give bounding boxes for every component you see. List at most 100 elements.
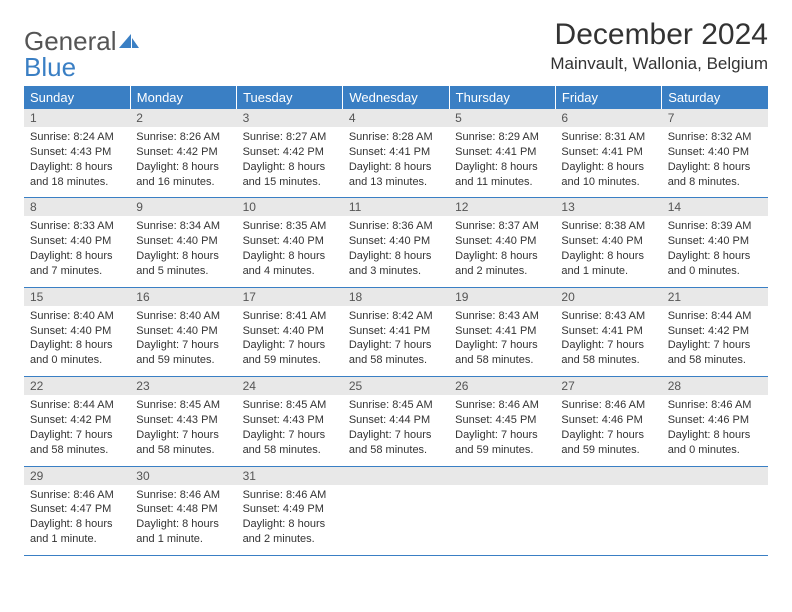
sunrise-line: Sunrise: 8:46 AM: [136, 488, 230, 503]
weekday-header: Wednesday: [343, 86, 449, 109]
daylight-line: Daylight: 7 hours and 59 minutes.: [561, 428, 655, 458]
calendar-cell: 14Sunrise: 8:39 AMSunset: 4:40 PMDayligh…: [662, 198, 768, 287]
sunset-line: Sunset: 4:42 PM: [668, 324, 762, 339]
daylight-line: Daylight: 8 hours and 1 minute.: [561, 249, 655, 279]
calendar-cell: 7 Sunrise: 8:32 AMSunset: 4:40 PMDaylight…: [662, 109, 768, 198]
daylight-line: Daylight: 8 hours and 0 minutes.: [668, 249, 762, 279]
calendar-cell: 11Sunrise: 8:36 AMSunset: 4:40 PMDayligh…: [343, 198, 449, 287]
daylight-line: Daylight: 7 hours and 58 minutes.: [136, 428, 230, 458]
sunset-line: Sunset: 4:40 PM: [349, 234, 443, 249]
calendar-body: 1Sunrise: 8:24 AMSunset: 4:43 PMDaylight…: [24, 109, 768, 555]
calendar-header-row: SundayMondayTuesdayWednesdayThursdayFrid…: [24, 86, 768, 109]
day-number: 27: [555, 377, 661, 395]
day-number: 22: [24, 377, 130, 395]
day-number-empty: [555, 467, 661, 485]
day-details: Sunrise: 8:40 AMSunset: 4:40 PMDaylight:…: [24, 306, 130, 376]
weekday-header: Thursday: [449, 86, 555, 109]
calendar-cell: 17Sunrise: 8:41 AMSunset: 4:40 PMDayligh…: [237, 287, 343, 376]
daylight-line: Daylight: 8 hours and 16 minutes.: [136, 160, 230, 190]
calendar-cell: 31Sunrise: 8:46 AMSunset: 4:49 PMDayligh…: [237, 466, 343, 555]
day-number: 20: [555, 288, 661, 306]
day-details: Sunrise: 8:31 AMSunset: 4:41 PMDaylight:…: [555, 127, 661, 197]
sunset-line: Sunset: 4:41 PM: [455, 145, 549, 160]
day-details: Sunrise: 8:42 AMSunset: 4:41 PMDaylight:…: [343, 306, 449, 376]
calendar-cell: 15Sunrise: 8:40 AMSunset: 4:40 PMDayligh…: [24, 287, 130, 376]
calendar-cell: 24Sunrise: 8:45 AMSunset: 4:43 PMDayligh…: [237, 377, 343, 466]
sunrise-line: Sunrise: 8:36 AM: [349, 219, 443, 234]
sunrise-line: Sunrise: 8:43 AM: [455, 309, 549, 324]
day-details-empty: [343, 485, 449, 541]
header: General Blue December 2024 Mainvault, Wa…: [24, 18, 768, 80]
logo-sail-icon: [119, 28, 139, 54]
day-details: Sunrise: 8:43 AMSunset: 4:41 PMDaylight:…: [555, 306, 661, 376]
calendar-cell: 21Sunrise: 8:44 AMSunset: 4:42 PMDayligh…: [662, 287, 768, 376]
day-number: 14: [662, 198, 768, 216]
day-number: 21: [662, 288, 768, 306]
day-details-empty: [555, 485, 661, 541]
daylight-line: Daylight: 7 hours and 59 minutes.: [455, 428, 549, 458]
sunrise-line: Sunrise: 8:29 AM: [455, 130, 549, 145]
calendar-cell: 5Sunrise: 8:29 AMSunset: 4:41 PMDaylight…: [449, 109, 555, 198]
sunset-line: Sunset: 4:41 PM: [561, 145, 655, 160]
daylight-line: Daylight: 7 hours and 58 minutes.: [349, 338, 443, 368]
day-number: 8: [24, 198, 130, 216]
sunrise-line: Sunrise: 8:46 AM: [243, 488, 337, 503]
day-number: 13: [555, 198, 661, 216]
calendar-row: 22Sunrise: 8:44 AMSunset: 4:42 PMDayligh…: [24, 377, 768, 466]
sunset-line: Sunset: 4:43 PM: [243, 413, 337, 428]
calendar-row: 1Sunrise: 8:24 AMSunset: 4:43 PMDaylight…: [24, 109, 768, 198]
calendar-cell: 10Sunrise: 8:35 AMSunset: 4:40 PMDayligh…: [237, 198, 343, 287]
sunset-line: Sunset: 4:43 PM: [136, 413, 230, 428]
daylight-line: Daylight: 8 hours and 10 minutes.: [561, 160, 655, 190]
day-details: Sunrise: 8:46 AMSunset: 4:46 PMDaylight:…: [555, 395, 661, 465]
calendar-cell: 13Sunrise: 8:38 AMSunset: 4:40 PMDayligh…: [555, 198, 661, 287]
sunrise-line: Sunrise: 8:38 AM: [561, 219, 655, 234]
weekday-header: Monday: [130, 86, 236, 109]
day-details: Sunrise: 8:35 AMSunset: 4:40 PMDaylight:…: [237, 216, 343, 286]
day-number: 9: [130, 198, 236, 216]
daylight-line: Daylight: 8 hours and 13 minutes.: [349, 160, 443, 190]
calendar-cell: [662, 466, 768, 555]
calendar-cell: 9Sunrise: 8:34 AMSunset: 4:40 PMDaylight…: [130, 198, 236, 287]
sunrise-line: Sunrise: 8:39 AM: [668, 219, 762, 234]
sunset-line: Sunset: 4:42 PM: [243, 145, 337, 160]
sunrise-line: Sunrise: 8:32 AM: [668, 130, 762, 145]
sunrise-line: Sunrise: 8:34 AM: [136, 219, 230, 234]
sunrise-line: Sunrise: 8:45 AM: [349, 398, 443, 413]
location: Mainvault, Wallonia, Belgium: [550, 54, 768, 74]
day-details: Sunrise: 8:26 AMSunset: 4:42 PMDaylight:…: [130, 127, 236, 197]
calendar-cell: [555, 466, 661, 555]
sunset-line: Sunset: 4:40 PM: [668, 145, 762, 160]
calendar-cell: 3Sunrise: 8:27 AMSunset: 4:42 PMDaylight…: [237, 109, 343, 198]
weekday-header: Tuesday: [237, 86, 343, 109]
sunset-line: Sunset: 4:48 PM: [136, 502, 230, 517]
calendar-cell: 23Sunrise: 8:45 AMSunset: 4:43 PMDayligh…: [130, 377, 236, 466]
day-number: 30: [130, 467, 236, 485]
calendar-cell: 26Sunrise: 8:46 AMSunset: 4:45 PMDayligh…: [449, 377, 555, 466]
logo-word-blue: Blue: [24, 52, 76, 82]
daylight-line: Daylight: 8 hours and 1 minute.: [136, 517, 230, 547]
sunrise-line: Sunrise: 8:26 AM: [136, 130, 230, 145]
logo: General Blue: [24, 18, 139, 80]
sunset-line: Sunset: 4:40 PM: [455, 234, 549, 249]
daylight-line: Daylight: 8 hours and 2 minutes.: [243, 517, 337, 547]
calendar-row: 29 Sunrise: 8:46 AM Sunset: 4:47 PM Dayligh…: [24, 466, 768, 555]
day-details: Sunrise: 8:38 AMSunset: 4:40 PMDaylight:…: [555, 216, 661, 286]
day-number: 17: [237, 288, 343, 306]
calendar-cell: 4Sunrise: 8:28 AMSunset: 4:41 PMDaylight…: [343, 109, 449, 198]
sunset-line: Sunset: 4:46 PM: [668, 413, 762, 428]
sunset-line: Sunset: 4:47 PM: [30, 502, 124, 517]
sunset-line: Sunset: 4:41 PM: [561, 324, 655, 339]
day-number-empty: [662, 467, 768, 485]
day-number: 31: [237, 467, 343, 485]
day-number: 7: [662, 109, 768, 127]
day-number-empty: [449, 467, 555, 485]
day-details: Sunrise: 8:33 AMSunset: 4:40 PMDaylight:…: [24, 216, 130, 286]
day-number: 23: [130, 377, 236, 395]
sunrise-line: Sunrise: 8:31 AM: [561, 130, 655, 145]
day-details: Sunrise: 8:44 AMSunset: 4:42 PMDaylight:…: [24, 395, 130, 465]
daylight-line: Daylight: 8 hours and 8 minutes.: [668, 160, 762, 190]
day-number: 29: [24, 467, 130, 485]
day-details-empty: [662, 485, 768, 541]
weekday-header: Friday: [555, 86, 661, 109]
